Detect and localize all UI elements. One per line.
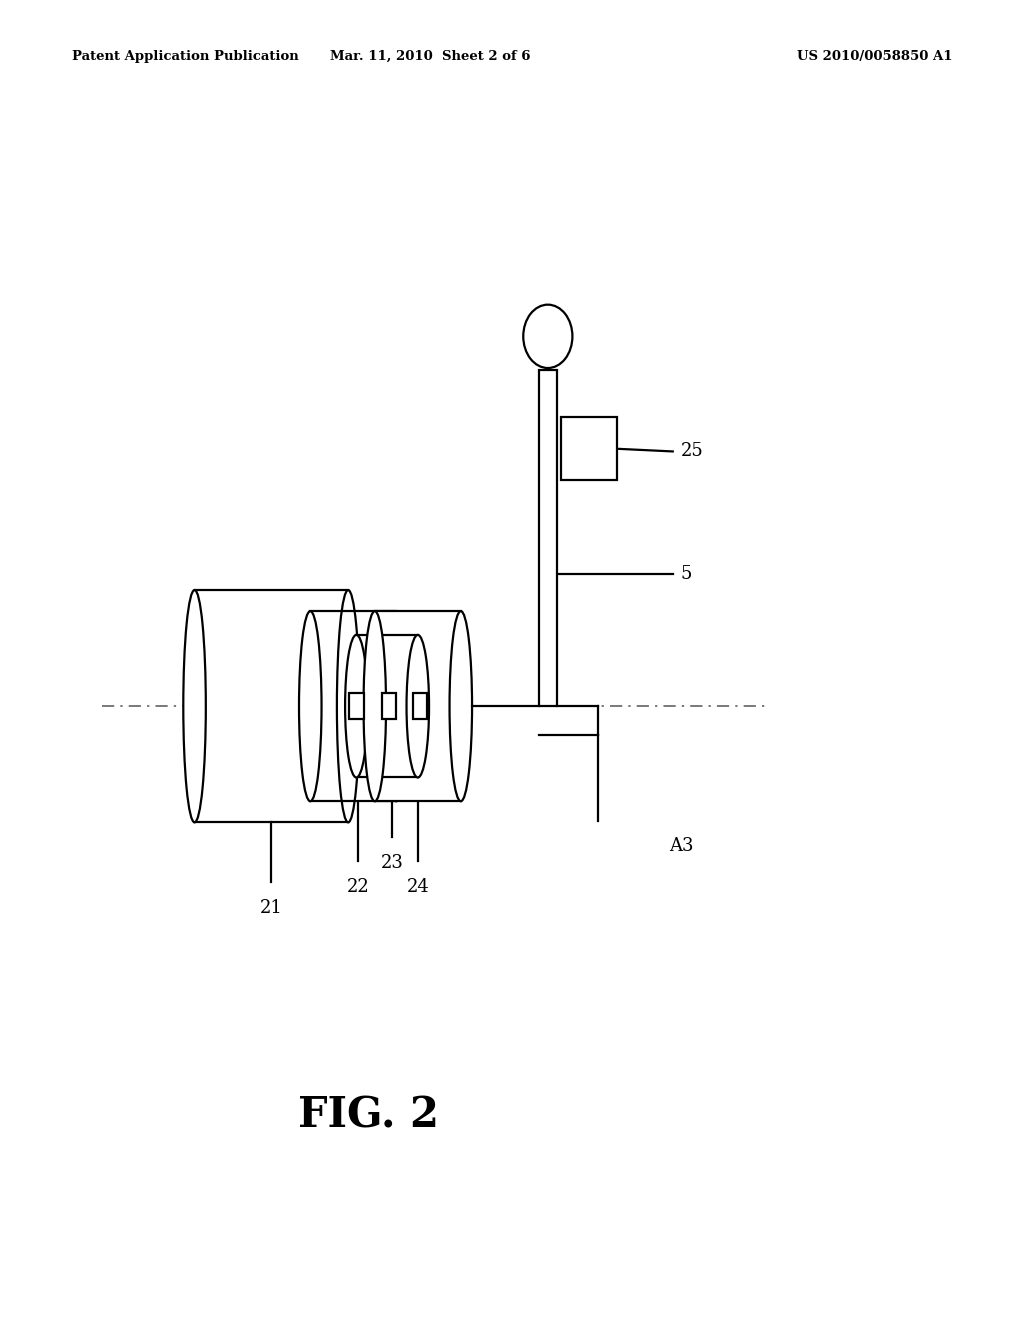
Text: 22: 22 xyxy=(347,878,370,896)
Text: Mar. 11, 2010  Sheet 2 of 6: Mar. 11, 2010 Sheet 2 of 6 xyxy=(330,50,530,63)
Ellipse shape xyxy=(337,590,359,822)
Ellipse shape xyxy=(385,611,408,801)
Bar xyxy=(539,370,557,706)
Text: 21: 21 xyxy=(260,899,283,917)
Text: 23: 23 xyxy=(381,854,403,873)
Text: FIG. 2: FIG. 2 xyxy=(298,1094,439,1137)
Ellipse shape xyxy=(299,611,322,801)
Bar xyxy=(356,635,418,777)
Ellipse shape xyxy=(364,611,386,801)
Text: 24: 24 xyxy=(407,878,429,896)
Text: US 2010/0058850 A1: US 2010/0058850 A1 xyxy=(797,50,952,63)
Bar xyxy=(413,693,427,719)
Text: Patent Application Publication: Patent Application Publication xyxy=(72,50,298,63)
Bar xyxy=(310,611,396,801)
Bar xyxy=(561,417,617,480)
Ellipse shape xyxy=(183,590,206,822)
Ellipse shape xyxy=(450,611,472,801)
Text: 25: 25 xyxy=(681,442,703,461)
Bar xyxy=(349,693,364,719)
Bar xyxy=(195,590,348,822)
Ellipse shape xyxy=(407,635,429,777)
Text: A3: A3 xyxy=(669,837,693,855)
Ellipse shape xyxy=(523,305,572,368)
Ellipse shape xyxy=(345,635,368,777)
Text: 5: 5 xyxy=(681,565,692,583)
Bar xyxy=(382,693,396,719)
Bar xyxy=(375,611,461,801)
